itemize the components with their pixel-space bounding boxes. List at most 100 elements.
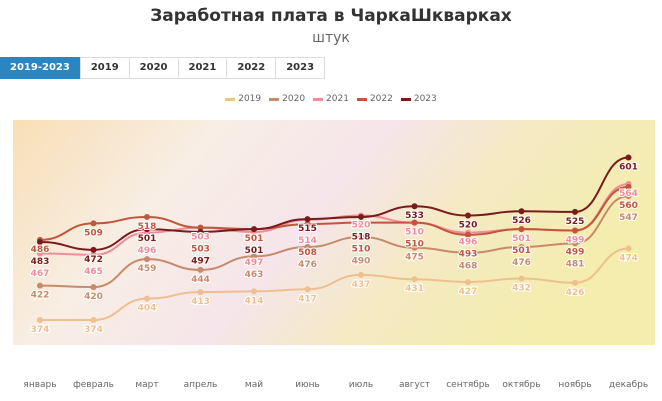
data-point[interactable] bbox=[625, 183, 632, 190]
data-point[interactable] bbox=[625, 193, 632, 200]
data-point[interactable] bbox=[197, 266, 204, 273]
data-label: 413 bbox=[191, 297, 210, 307]
data-point[interactable] bbox=[251, 226, 257, 233]
data-point[interactable] bbox=[358, 233, 364, 240]
data-point[interactable] bbox=[572, 227, 578, 234]
data-point[interactable] bbox=[251, 288, 257, 295]
x-tick-label: июль bbox=[349, 380, 373, 390]
data-point[interactable] bbox=[358, 212, 364, 219]
chart-title: Заработная плата в ЧаркаШкварках bbox=[150, 6, 512, 26]
data-point[interactable] bbox=[411, 203, 418, 210]
data-point[interactable] bbox=[304, 216, 311, 223]
data-point[interactable] bbox=[411, 219, 418, 226]
data-point[interactable] bbox=[518, 244, 525, 251]
data-label: 564 bbox=[619, 189, 638, 199]
data-point[interactable] bbox=[358, 271, 364, 278]
data-point[interactable] bbox=[358, 219, 364, 226]
data-point[interactable] bbox=[411, 219, 418, 226]
data-point[interactable] bbox=[304, 216, 311, 223]
data-point[interactable] bbox=[304, 286, 311, 293]
data-point[interactable] bbox=[251, 228, 257, 235]
data-point[interactable] bbox=[144, 226, 150, 233]
data-label: 496 bbox=[459, 238, 478, 248]
x-tick-label: август bbox=[399, 380, 430, 390]
data-point[interactable] bbox=[572, 240, 578, 247]
data-point[interactable] bbox=[37, 282, 43, 289]
data-point[interactable] bbox=[465, 231, 471, 238]
legend-item-2020[interactable]: 2020 bbox=[269, 94, 305, 104]
data-label: 560 bbox=[619, 201, 638, 211]
data-point[interactable] bbox=[197, 289, 204, 296]
data-point[interactable] bbox=[37, 250, 43, 257]
data-point[interactable] bbox=[625, 154, 632, 161]
data-point[interactable] bbox=[37, 317, 43, 324]
data-label: 520 bbox=[352, 221, 371, 231]
data-point[interactable] bbox=[197, 224, 204, 231]
data-point[interactable] bbox=[144, 229, 150, 236]
data-point[interactable] bbox=[465, 279, 471, 286]
data-point[interactable] bbox=[625, 181, 632, 188]
tab-2021[interactable]: 2021 bbox=[177, 57, 228, 79]
tab-2019[interactable]: 2019 bbox=[79, 57, 130, 79]
data-point[interactable] bbox=[572, 208, 578, 215]
data-label: 432 bbox=[512, 284, 531, 294]
legend-swatch bbox=[313, 97, 324, 101]
data-point[interactable] bbox=[572, 227, 578, 234]
data-point[interactable] bbox=[518, 226, 525, 233]
data-point[interactable] bbox=[144, 213, 150, 220]
tab-2022[interactable]: 2022 bbox=[226, 57, 277, 79]
data-point[interactable] bbox=[90, 220, 97, 227]
data-point[interactable] bbox=[625, 245, 632, 252]
x-tick-label: апрель bbox=[184, 380, 218, 390]
data-label: 508 bbox=[298, 248, 317, 258]
data-label: 518 bbox=[352, 233, 371, 243]
series-line-2019 bbox=[40, 247, 629, 322]
data-label: 437 bbox=[352, 280, 371, 290]
data-label: 475 bbox=[405, 253, 424, 263]
data-point[interactable] bbox=[411, 276, 418, 283]
x-tick-label: сентябрь bbox=[446, 380, 490, 390]
data-point[interactable] bbox=[144, 256, 150, 263]
data-label: 509 bbox=[84, 228, 103, 238]
data-point[interactable] bbox=[251, 226, 257, 233]
data-point[interactable] bbox=[251, 253, 257, 260]
legend-item-2019[interactable]: 2019 bbox=[225, 94, 261, 104]
data-point[interactable] bbox=[144, 295, 150, 302]
legend-item-2023[interactable]: 2023 bbox=[400, 94, 437, 104]
data-point[interactable] bbox=[358, 213, 364, 220]
data-label: 514 bbox=[298, 236, 317, 246]
data-point[interactable] bbox=[518, 208, 525, 215]
data-point[interactable] bbox=[197, 228, 204, 235]
data-point[interactable] bbox=[518, 275, 525, 282]
legend-item-2021[interactable]: 2021 bbox=[313, 94, 349, 104]
data-label: 518 bbox=[138, 222, 157, 232]
chart-subtitle: штук bbox=[312, 30, 350, 46]
data-point[interactable] bbox=[304, 221, 311, 228]
data-point[interactable] bbox=[90, 251, 97, 258]
data-point[interactable] bbox=[197, 224, 204, 231]
legend-swatch bbox=[356, 97, 367, 101]
data-point[interactable] bbox=[465, 229, 471, 236]
data-label: 501 bbox=[138, 234, 157, 244]
data-point[interactable] bbox=[518, 226, 525, 233]
data-point[interactable] bbox=[304, 244, 311, 251]
data-point[interactable] bbox=[572, 279, 578, 286]
data-label: 463 bbox=[245, 270, 264, 280]
data-point[interactable] bbox=[465, 212, 471, 219]
data-point[interactable] bbox=[90, 317, 97, 324]
data-point[interactable] bbox=[411, 244, 418, 251]
data-point[interactable] bbox=[90, 246, 97, 253]
data-label: 510 bbox=[405, 228, 424, 238]
data-label: 503 bbox=[191, 233, 210, 243]
tab-2020[interactable]: 2020 bbox=[128, 57, 179, 79]
tab-2023[interactable]: 2023 bbox=[275, 57, 326, 79]
data-point[interactable] bbox=[465, 249, 471, 256]
tab-2019-2023[interactable]: 2019-2023 bbox=[0, 57, 81, 79]
data-point[interactable] bbox=[90, 284, 97, 291]
legend-item-2022[interactable]: 2022 bbox=[356, 94, 393, 104]
data-label: 465 bbox=[84, 267, 103, 277]
data-point[interactable] bbox=[37, 239, 43, 245]
data-point[interactable] bbox=[37, 236, 43, 243]
data-label: 404 bbox=[138, 304, 157, 314]
plot-background bbox=[13, 120, 655, 345]
